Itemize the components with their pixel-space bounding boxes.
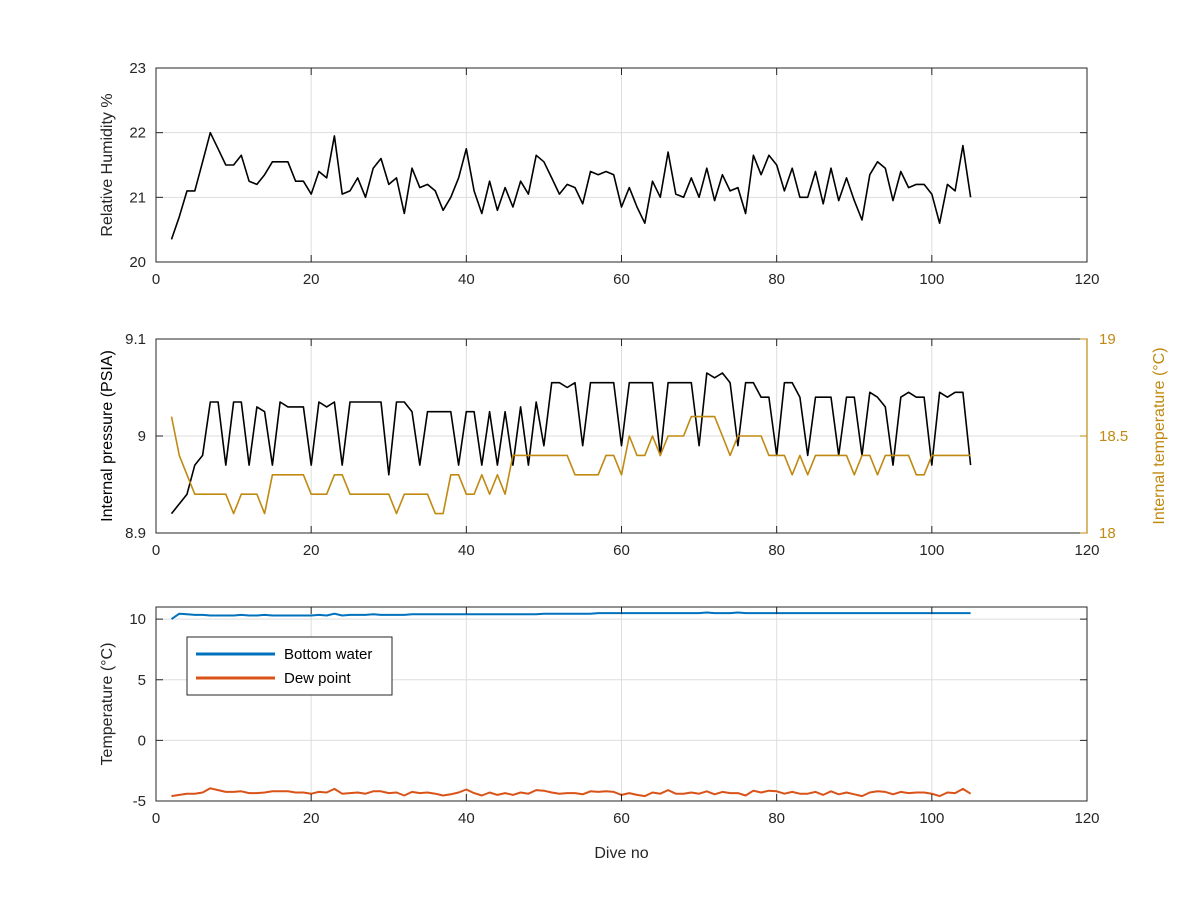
series-line-right-2 <box>170 415 971 515</box>
y-tick-label: 23 <box>129 60 146 77</box>
y-tick-label: 22 <box>129 125 146 142</box>
legend: Bottom water Dew point <box>186 636 393 696</box>
y-axis-label: Temperature (°C) <box>99 643 116 766</box>
x-tick-label: 100 <box>919 271 944 288</box>
x-tick-label: 80 <box>768 542 785 559</box>
x-tick-label: 120 <box>1074 271 1099 288</box>
series-line-dew-point <box>171 787 972 798</box>
x-tick-label: 0 <box>152 542 160 559</box>
series-line-1 <box>170 372 972 515</box>
y-tick-label: 8.9 <box>125 525 146 542</box>
x-tick-label: 40 <box>458 810 475 827</box>
y-tick-label: 5 <box>138 672 146 689</box>
x-axis-label: Dive no <box>594 845 648 862</box>
series-line-bottom-water <box>170 611 971 620</box>
y-tick-label: 9 <box>138 428 146 445</box>
x-tick-label: 80 <box>768 810 785 827</box>
right-y-tick-label: 19 <box>1099 331 1116 348</box>
legend-label: Bottom water <box>284 646 372 663</box>
panel-1: 0 20 40 60 80 100 120 20 21 22 23 Relative Humidity… <box>99 60 1100 288</box>
x-tick-label: 100 <box>919 810 944 827</box>
right-y-axis-label: Internal temperature (°C) <box>1151 347 1168 524</box>
legend-label: Dew point <box>284 670 352 687</box>
x-tick-label: 0 <box>152 271 160 288</box>
x-tick-label: 0 <box>152 810 160 827</box>
x-tick-label: 40 <box>458 271 475 288</box>
series-line-1 <box>170 131 972 240</box>
x-tick-label: 120 <box>1074 810 1099 827</box>
x-tick-label: 60 <box>613 271 630 288</box>
y-tick-label: 20 <box>129 254 146 271</box>
x-tick-label: 80 <box>768 271 785 288</box>
y-tick-label: 9.1 <box>125 331 146 348</box>
y-tick-label: 0 <box>138 732 146 749</box>
y-axis-label: Relative Humidity % <box>99 93 116 236</box>
x-tick-label: 60 <box>613 542 630 559</box>
y-tick-label: -5 <box>133 793 146 810</box>
x-tick-label: 100 <box>919 542 944 559</box>
y-tick-label: 10 <box>129 611 146 628</box>
x-tick-label: 20 <box>303 542 320 559</box>
legend-box <box>186 636 393 696</box>
x-tick-label: 60 <box>613 810 630 827</box>
x-tick-label: 120 <box>1074 542 1099 559</box>
y-axis-label: Internal pressure (PSIA) <box>99 350 116 522</box>
panel-3: 0 20 40 60 80 100 120 -5 0 5 10 Temperature (°C) Div… <box>99 606 1100 862</box>
right-y-tick-label: 18 <box>1099 525 1116 542</box>
x-tick-label: 20 <box>303 271 320 288</box>
y-tick-label: 21 <box>129 189 146 206</box>
x-tick-label: 20 <box>303 810 320 827</box>
right-y-tick-label: 18.5 <box>1099 428 1128 445</box>
panel-2: 0 20 40 60 80 100 120 8.9 9 9.1 18 18.5 19 Internal t… <box>99 331 1168 559</box>
x-tick-label: 40 <box>458 542 475 559</box>
